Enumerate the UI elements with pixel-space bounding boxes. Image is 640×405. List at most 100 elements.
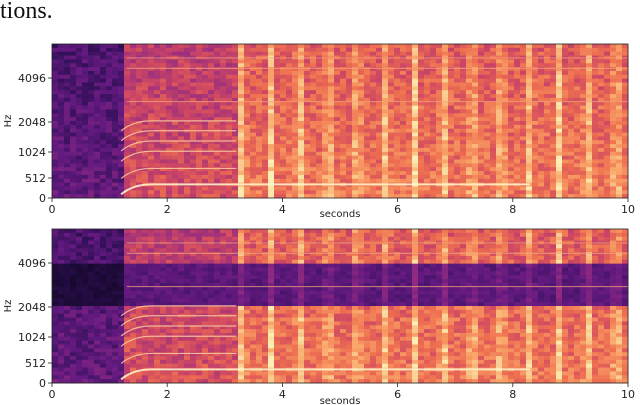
- spectrogram-cell: [142, 325, 149, 330]
- spectrogram-cell: [514, 186, 521, 191]
- spectrogram-cell: [508, 147, 515, 153]
- spectrogram-cell: [208, 136, 215, 141]
- spectrogram-cell: [226, 144, 233, 149]
- spectrogram-cell: [478, 132, 485, 137]
- spectrogram-cell: [514, 82, 521, 87]
- spectrogram-cell: [142, 109, 149, 114]
- spectrogram-cell: [400, 51, 407, 56]
- spectrogram-cell: [496, 136, 503, 141]
- spectrogram-cell: [196, 244, 203, 249]
- spectrogram-cell: [484, 101, 491, 106]
- spectrogram-cell: [568, 182, 575, 187]
- spectrogram-cell: [370, 113, 377, 118]
- spectrogram-cell: [130, 229, 137, 234]
- spectrogram-cell: [244, 94, 251, 99]
- spectrogram-cell: [94, 356, 101, 361]
- spectrogram-cell: [160, 325, 167, 330]
- spectrogram-cell: [286, 90, 293, 95]
- spectrogram-cell: [532, 140, 539, 145]
- spectrogram-cell: [172, 47, 179, 53]
- spectrogram-cell: [262, 121, 269, 126]
- spectrogram-cell: [214, 279, 221, 284]
- spectrogram-cell: [292, 124, 299, 130]
- spectrogram-cell: [340, 78, 347, 83]
- spectrogram-cell: [118, 178, 125, 183]
- spectrogram-cell: [214, 113, 221, 118]
- spectrogram-cell: [424, 113, 431, 118]
- spectrogram-cell: [214, 78, 221, 83]
- spectrogram-cell: [88, 232, 95, 238]
- spectrogram-cell: [550, 70, 557, 76]
- spectrogram-cell: [400, 78, 407, 83]
- spectrogram-cell: [214, 359, 221, 365]
- spectrogram-cell: [196, 105, 203, 110]
- spectrogram-cell: [484, 140, 491, 145]
- spectrogram-cell: [214, 121, 221, 126]
- spectrogram-cell: [472, 144, 479, 149]
- spectrogram-cell: [382, 67, 389, 72]
- spectrogram-cell: [328, 74, 335, 80]
- spectrogram-cell: [262, 151, 269, 157]
- spectrogram-cell: [580, 155, 587, 160]
- spectrogram-cell: [94, 282, 101, 288]
- spectrogram-cell: [178, 371, 185, 376]
- spectrogram-cell: [226, 121, 233, 126]
- spectrogram-cell: [244, 186, 251, 191]
- spectrogram-cell: [178, 59, 185, 64]
- spectrogram-cell: [256, 78, 263, 83]
- spectrogram-cell: [310, 155, 317, 160]
- spectrogram-cell: [322, 63, 329, 68]
- spectrogram-cell: [232, 70, 239, 76]
- spectrogram-cell: [70, 252, 77, 257]
- spectrogram-cell: [322, 140, 329, 145]
- spectrogram-cell: [154, 252, 161, 257]
- spectrogram-cell: [58, 144, 65, 149]
- spectrogram-cell: [244, 140, 251, 145]
- spectrogram-cell: [586, 101, 593, 106]
- spectrogram-cell: [94, 124, 101, 130]
- spectrogram-cell: [418, 101, 425, 106]
- x-tick-label: 8: [509, 203, 516, 216]
- spectrogram-cell: [364, 109, 371, 114]
- spectrogram-cell: [142, 74, 149, 80]
- spectrogram-cell: [142, 86, 149, 91]
- spectrogram-cell: [334, 105, 341, 110]
- spectrogram-cell: [130, 356, 137, 361]
- spectrogram-cell: [190, 248, 197, 253]
- spectrogram-cell: [508, 128, 515, 133]
- spectrogram-cell: [424, 155, 431, 160]
- spectrogram-cell: [82, 375, 89, 380]
- spectrogram-cell: [280, 97, 287, 103]
- spectrogram-cell: [214, 194, 221, 199]
- spectrogram-cell: [250, 44, 257, 49]
- spectrogram-cell: [316, 163, 323, 168]
- spectrogram-cell: [88, 182, 95, 187]
- spectrogram-cell: [514, 117, 521, 122]
- spectrogram-cell: [196, 101, 203, 106]
- spectrogram-cell: [118, 147, 125, 153]
- spectrogram-cell: [208, 317, 215, 322]
- spectrogram-cell: [496, 101, 503, 106]
- spectrogram-cell: [148, 194, 155, 199]
- spectrogram-cell: [436, 128, 443, 133]
- spectrogram-cell: [376, 44, 383, 49]
- spectrogram-cell: [64, 136, 71, 141]
- spectrogram-cell: [124, 190, 131, 195]
- spectrogram-cell: [358, 109, 365, 114]
- spectrogram-cell: [256, 86, 263, 91]
- spectrogram-cell: [394, 147, 401, 153]
- spectrogram-cell: [82, 313, 89, 318]
- spectrogram-cell: [172, 302, 179, 307]
- spectrogram-cell: [580, 147, 587, 153]
- spectrogram-cell: [148, 286, 155, 291]
- spectrogram-cell: [328, 167, 335, 172]
- spectrogram-cell: [70, 302, 77, 307]
- spectrogram-cell: [430, 117, 437, 122]
- spectrogram-cell: [556, 105, 563, 110]
- spectrogram-cell: [250, 151, 257, 157]
- spectrogram-cell: [52, 252, 59, 257]
- spectrogram-cell: [136, 132, 143, 137]
- spectrogram-cell: [352, 128, 359, 133]
- spectrogram-cell: [172, 282, 179, 288]
- spectrogram-cell: [58, 78, 65, 83]
